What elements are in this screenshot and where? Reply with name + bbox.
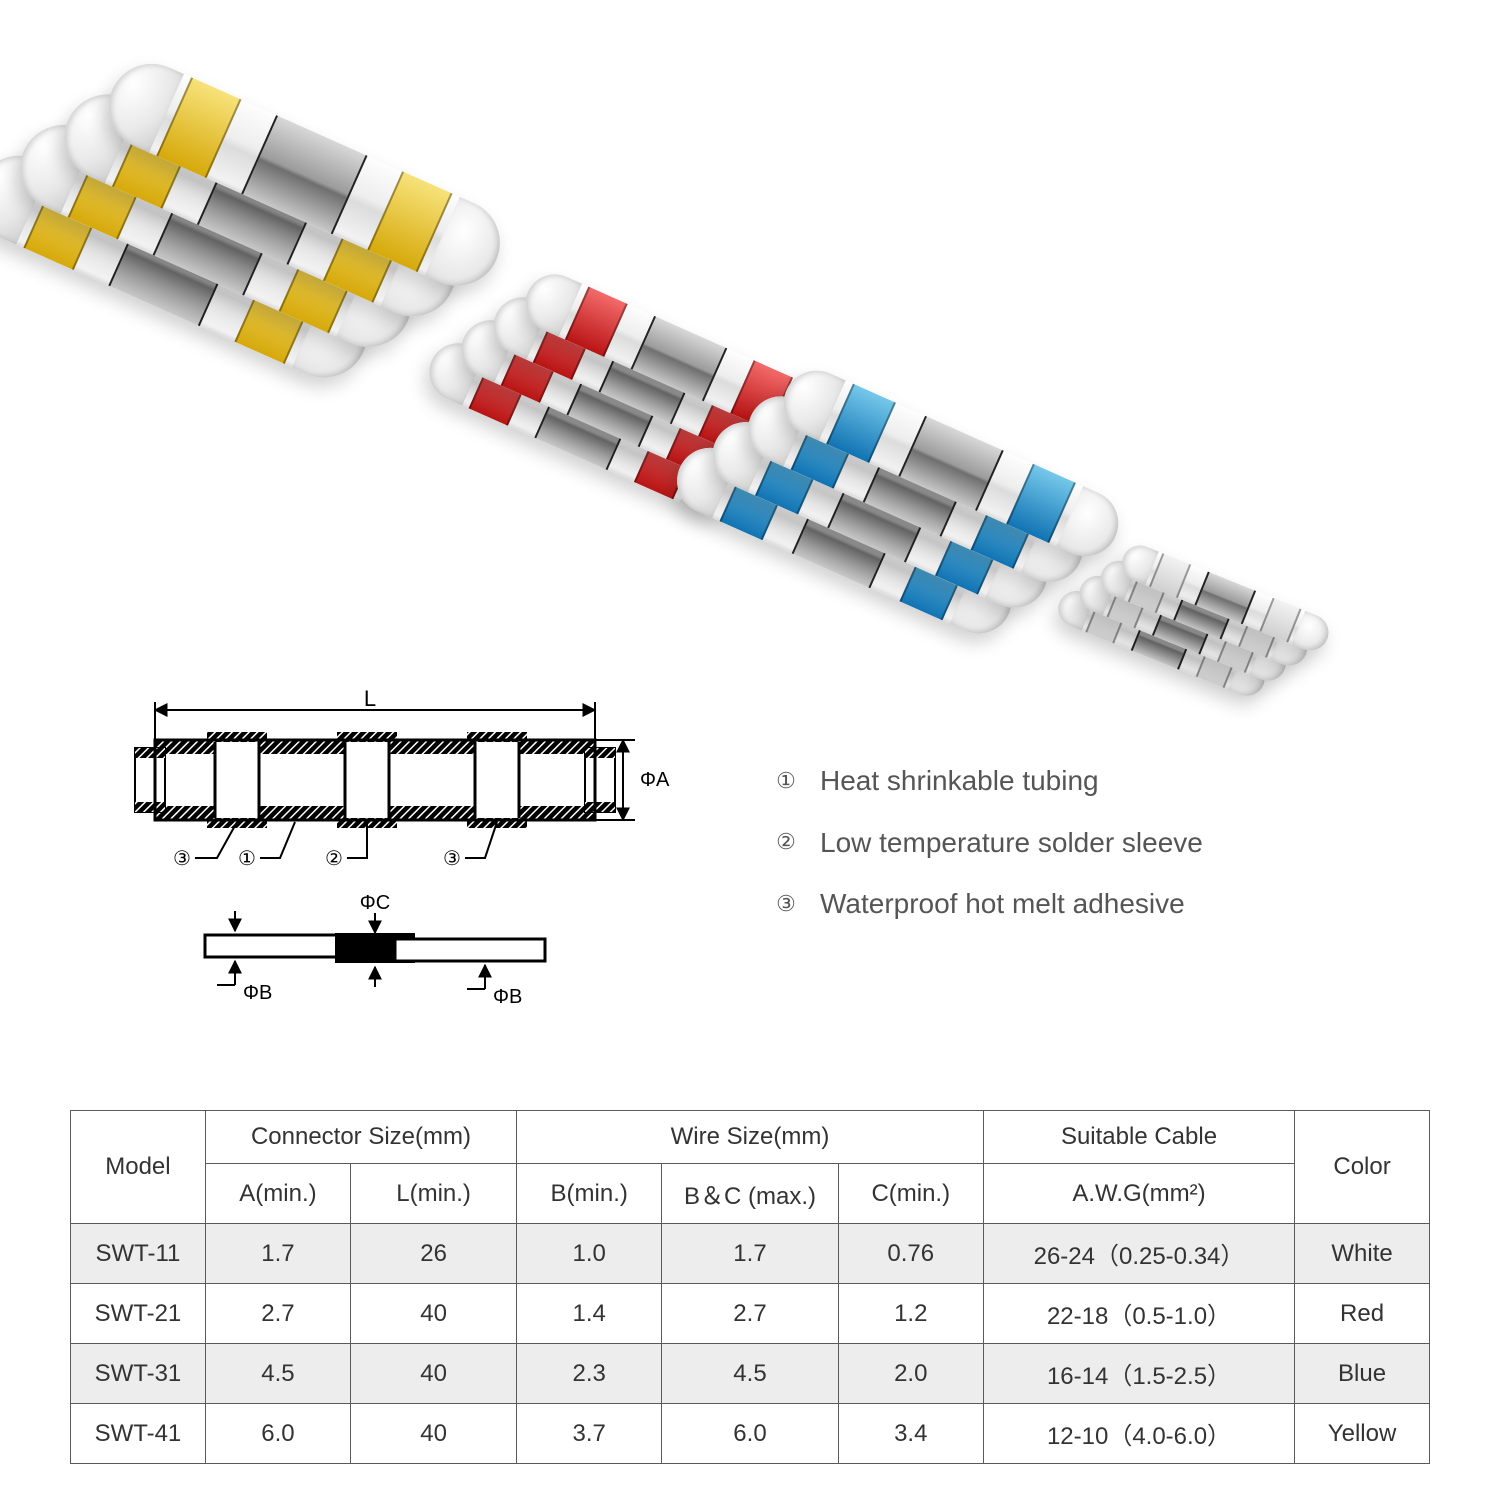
spec-table-body: SWT-111.7261.01.70.7626-24（0.25-0.34）Whi… — [71, 1224, 1430, 1464]
th-l: L(min.) — [351, 1164, 517, 1224]
diagram-label-phiB-right: ΦB — [493, 986, 522, 1008]
table-cell-model: SWT-41 — [71, 1404, 206, 1464]
table-cell-model: SWT-21 — [71, 1284, 206, 1344]
diagram-wire-size: ΦC ΦB ΦB — [205, 892, 545, 1008]
table-cell-cable: 22-18（0.5-1.0） — [983, 1284, 1294, 1344]
technical-diagram: L ΦA ③ ① ② ③ — [95, 690, 675, 1030]
table-cell-bc: 2.7 — [662, 1284, 838, 1344]
table-cell-cable: 26-24（0.25-0.34） — [983, 1224, 1294, 1284]
table-cell-c: 3.4 — [838, 1404, 983, 1464]
table-cell-model: SWT-11 — [71, 1224, 206, 1284]
table-cell-b: 1.4 — [517, 1284, 662, 1344]
table-row: SWT-212.7401.42.71.222-18（0.5-1.0）Red — [71, 1284, 1430, 1344]
table-cell-color: Yellow — [1295, 1404, 1430, 1464]
th-a: A(min.) — [205, 1164, 350, 1224]
table-cell-color: White — [1295, 1224, 1430, 1284]
table-cell-c: 2.0 — [838, 1344, 983, 1404]
legend-item-1: ① Heat shrinkable tubing — [770, 750, 1203, 812]
diagram-cross-section — [135, 732, 615, 828]
table-cell-b: 1.0 — [517, 1224, 662, 1284]
legend-text-2: Low temperature solder sleeve — [820, 812, 1203, 874]
legend-text-3: Waterproof hot melt adhesive — [820, 873, 1185, 935]
th-suitable-cable: Suitable Cable — [983, 1111, 1294, 1164]
table-cell-l: 26 — [351, 1224, 517, 1284]
table-cell-bc: 6.0 — [662, 1404, 838, 1464]
diagram-callout-1: ① — [238, 848, 256, 870]
table-cell-c: 1.2 — [838, 1284, 983, 1344]
product-photo-area — [110, 40, 1390, 680]
th-c: C(min.) — [838, 1164, 983, 1224]
diagram-callout-3b: ③ — [443, 848, 461, 870]
th-connector-size: Connector Size(mm) — [205, 1111, 516, 1164]
table-cell-a: 6.0 — [205, 1404, 350, 1464]
table-cell-a: 2.7 — [205, 1284, 350, 1344]
diagram-label-phiC: ΦC — [360, 892, 390, 914]
th-bc: B＆C (max.) — [662, 1164, 838, 1224]
diagram-label-L: L — [364, 690, 376, 711]
table-cell-a: 4.5 — [205, 1344, 350, 1404]
legend-item-3: ③ Waterproof hot melt adhesive — [770, 873, 1203, 935]
legend-num-2: ② — [770, 826, 802, 858]
diagram-callout-2: ② — [325, 848, 343, 870]
table-cell-a: 1.7 — [205, 1224, 350, 1284]
table-cell-cable: 16-14（1.5-2.5） — [983, 1344, 1294, 1404]
diagram-callout-3a: ③ — [173, 848, 191, 870]
table-cell-color: Blue — [1295, 1344, 1430, 1404]
legend-text-1: Heat shrinkable tubing — [820, 750, 1099, 812]
th-wire-size: Wire Size(mm) — [517, 1111, 984, 1164]
table-row: SWT-416.0403.76.03.412-10（4.0-6.0）Yellow — [71, 1404, 1430, 1464]
table-cell-cable: 12-10（4.0-6.0） — [983, 1404, 1294, 1464]
diagram-label-phiA: ΦA — [640, 769, 670, 791]
table-cell-b: 2.3 — [517, 1344, 662, 1404]
th-model: Model — [71, 1111, 206, 1224]
legend-num-3: ③ — [770, 888, 802, 920]
table-row: SWT-314.5402.34.52.016-14（1.5-2.5）Blue — [71, 1344, 1430, 1404]
table-header-row-2: A(min.) L(min.) B(min.) B＆C (max.) C(min… — [71, 1164, 1430, 1224]
table-cell-b: 3.7 — [517, 1404, 662, 1464]
legend-num-1: ① — [770, 765, 802, 797]
th-b: B(min.) — [517, 1164, 662, 1224]
table-header-row-1: Model Connector Size(mm) Wire Size(mm) S… — [71, 1111, 1430, 1164]
th-awg: A.W.G(mm²) — [983, 1164, 1294, 1224]
th-color: Color — [1295, 1111, 1430, 1224]
table-cell-l: 40 — [351, 1404, 517, 1464]
diagram-legend: ① Heat shrinkable tubing ② Low temperatu… — [770, 750, 1203, 935]
diagram-label-phiB-left: ΦB — [243, 982, 272, 1004]
table-cell-model: SWT-31 — [71, 1344, 206, 1404]
table-cell-color: Red — [1295, 1284, 1430, 1344]
table-cell-l: 40 — [351, 1344, 517, 1404]
spec-table: Model Connector Size(mm) Wire Size(mm) S… — [70, 1110, 1430, 1464]
table-row: SWT-111.7261.01.70.7626-24（0.25-0.34）Whi… — [71, 1224, 1430, 1284]
table-cell-l: 40 — [351, 1284, 517, 1344]
legend-item-2: ② Low temperature solder sleeve — [770, 812, 1203, 874]
table-cell-bc: 1.7 — [662, 1224, 838, 1284]
table-cell-c: 0.76 — [838, 1224, 983, 1284]
table-cell-bc: 4.5 — [662, 1344, 838, 1404]
